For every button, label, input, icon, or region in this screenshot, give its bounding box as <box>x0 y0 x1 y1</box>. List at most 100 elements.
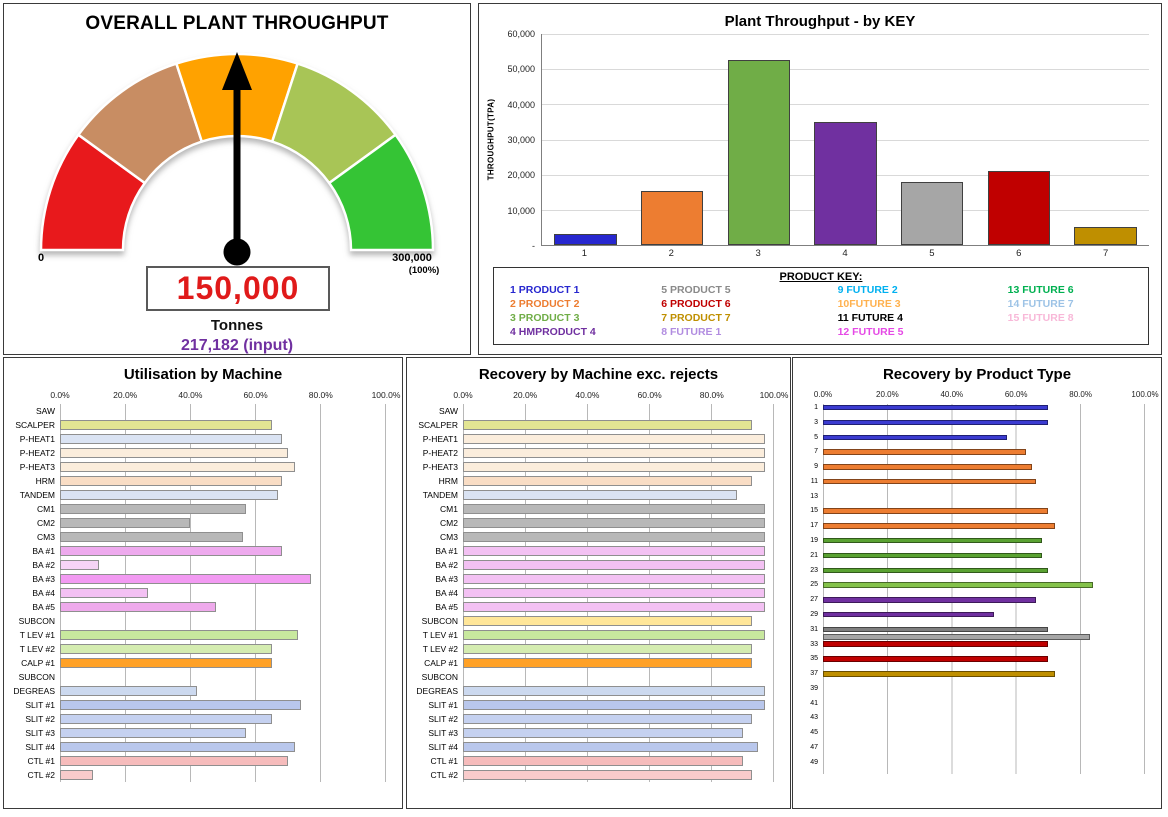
bar <box>60 658 272 668</box>
bar <box>60 462 295 472</box>
throughput-bar-chart: THROUGHPUT(TPA) 60,000 50,000 40,000 30,000… <box>487 29 1161 262</box>
chart-row <box>823 419 1145 426</box>
chart-row <box>823 530 1145 537</box>
bar <box>463 686 765 696</box>
x-axis-labels: 1 2 3 4 5 6 7 <box>541 246 1149 262</box>
row-label <box>793 663 823 670</box>
bar <box>463 490 737 500</box>
x-axis-ticks: 0.0% 20.0% 40.0% 60.0% 80.0% 100.0% <box>814 389 1159 404</box>
row-labels: SAW SCALPER P-HEAT1 P-HEAT2 P-HEAT3 HRM TANDEM… <box>407 404 463 782</box>
gauge-segment <box>327 133 435 252</box>
gauge-max-label: 300,000 <box>392 252 432 264</box>
chart-row <box>823 751 1145 758</box>
gauge-input-value: 217,182 (input) <box>180 337 294 354</box>
chart-row <box>60 712 386 726</box>
chart-row <box>463 474 774 488</box>
row-label: SLIT #1 <box>25 700 55 710</box>
bar <box>463 728 743 738</box>
chart-row <box>823 411 1145 418</box>
x-tick-label: 4 <box>842 248 848 259</box>
row-labels: 1 3 5 7 9 11 13 15 17 19 21 23 25 27 29 31 33 35 37 39 41 43 4… <box>793 404 823 774</box>
legend-entry: 3 PRODUCT 3 <box>510 311 580 324</box>
chart-row <box>823 448 1145 455</box>
row-label <box>793 604 823 611</box>
chart-row <box>823 507 1145 514</box>
panel-overall-plant-throughput: OVERALL PLANT THROUGHPUT 0 300,000 (100%… <box>3 3 471 355</box>
bar <box>463 700 765 710</box>
bar <box>823 641 1049 647</box>
bar <box>463 616 753 626</box>
chart-row <box>823 766 1145 773</box>
chart-row <box>463 418 774 432</box>
recovery-machine-chart-title: Recovery by Machine exc. rejects <box>478 366 719 383</box>
chart-row <box>60 754 386 768</box>
row-label: SAW <box>438 406 458 416</box>
chart-row <box>823 633 1145 640</box>
x-tick-label: 20.0% <box>113 390 138 400</box>
chart-row <box>463 460 774 474</box>
x-tick-label: 3 <box>755 248 761 259</box>
bar <box>463 448 765 458</box>
gauge-title: OVERALL PLANT THROUGHPUT <box>85 13 389 34</box>
row-label: 9 <box>814 463 818 471</box>
legend-title: PRODUCT KEY: <box>779 271 863 283</box>
chart-row <box>463 642 774 656</box>
gridline <box>542 34 1149 35</box>
row-label: 15 <box>810 507 818 515</box>
chart-row <box>60 446 386 460</box>
panel-recovery-by-product: Recovery by Product Type 0.0% 20.0% 40.0% 6… <box>792 357 1162 809</box>
row-label: CM3 <box>440 532 458 542</box>
legend-entry: 8 FUTURE 1 <box>661 325 722 338</box>
row-label: CM3 <box>37 532 55 542</box>
row-label: 3 <box>814 418 818 426</box>
chart-row <box>463 754 774 768</box>
row-label: CTL #2 <box>27 770 55 780</box>
chart-row <box>463 712 774 726</box>
row-label: CM2 <box>440 518 458 528</box>
row-label: SLIT #2 <box>428 714 458 724</box>
chart-row <box>823 626 1145 633</box>
y-tick-label: 40,000 <box>507 99 535 110</box>
bar-slot <box>889 34 976 245</box>
chart-row <box>463 656 774 670</box>
y-tick-label: 30,000 <box>507 135 535 145</box>
legend-entry: 6 PRODUCT 6 <box>661 297 731 310</box>
row-label: BA #1 <box>435 546 458 556</box>
bar <box>463 714 753 724</box>
chart-row <box>60 600 386 614</box>
bar-product-2 <box>640 190 704 245</box>
bar-slot <box>629 34 716 245</box>
bar-slot <box>976 34 1063 245</box>
row-label <box>793 485 823 492</box>
y-tick-label: - <box>532 241 535 251</box>
x-tick-label: 80.0% <box>1069 390 1092 399</box>
chart-row <box>60 460 386 474</box>
chart-row <box>60 432 386 446</box>
row-label: DEGREAS <box>416 686 458 696</box>
row-label: T LEV #1 <box>19 630 55 640</box>
gauge-dial <box>39 52 435 266</box>
chart-row <box>463 726 774 740</box>
row-label: SAW <box>35 406 55 416</box>
x-tick-label: 0.0% <box>813 390 833 399</box>
bar <box>60 574 312 584</box>
chart-row <box>60 516 386 530</box>
chart-row <box>60 530 386 544</box>
row-label: SCALPER <box>418 420 458 430</box>
row-label: 45 <box>810 729 818 737</box>
bar <box>823 419 1049 426</box>
bar <box>60 602 217 612</box>
row-label: SLIT #2 <box>25 714 55 724</box>
y-tick-label: 60,000 <box>507 29 535 39</box>
bar <box>60 630 298 640</box>
bar <box>463 742 759 752</box>
row-label: SLIT #1 <box>428 700 458 710</box>
chart-row <box>823 522 1145 529</box>
bar <box>823 582 1094 588</box>
bar <box>463 434 765 444</box>
y-tick-label: 10,000 <box>507 205 535 216</box>
bar <box>60 644 272 654</box>
chart-row <box>823 722 1145 729</box>
row-label <box>793 500 823 507</box>
